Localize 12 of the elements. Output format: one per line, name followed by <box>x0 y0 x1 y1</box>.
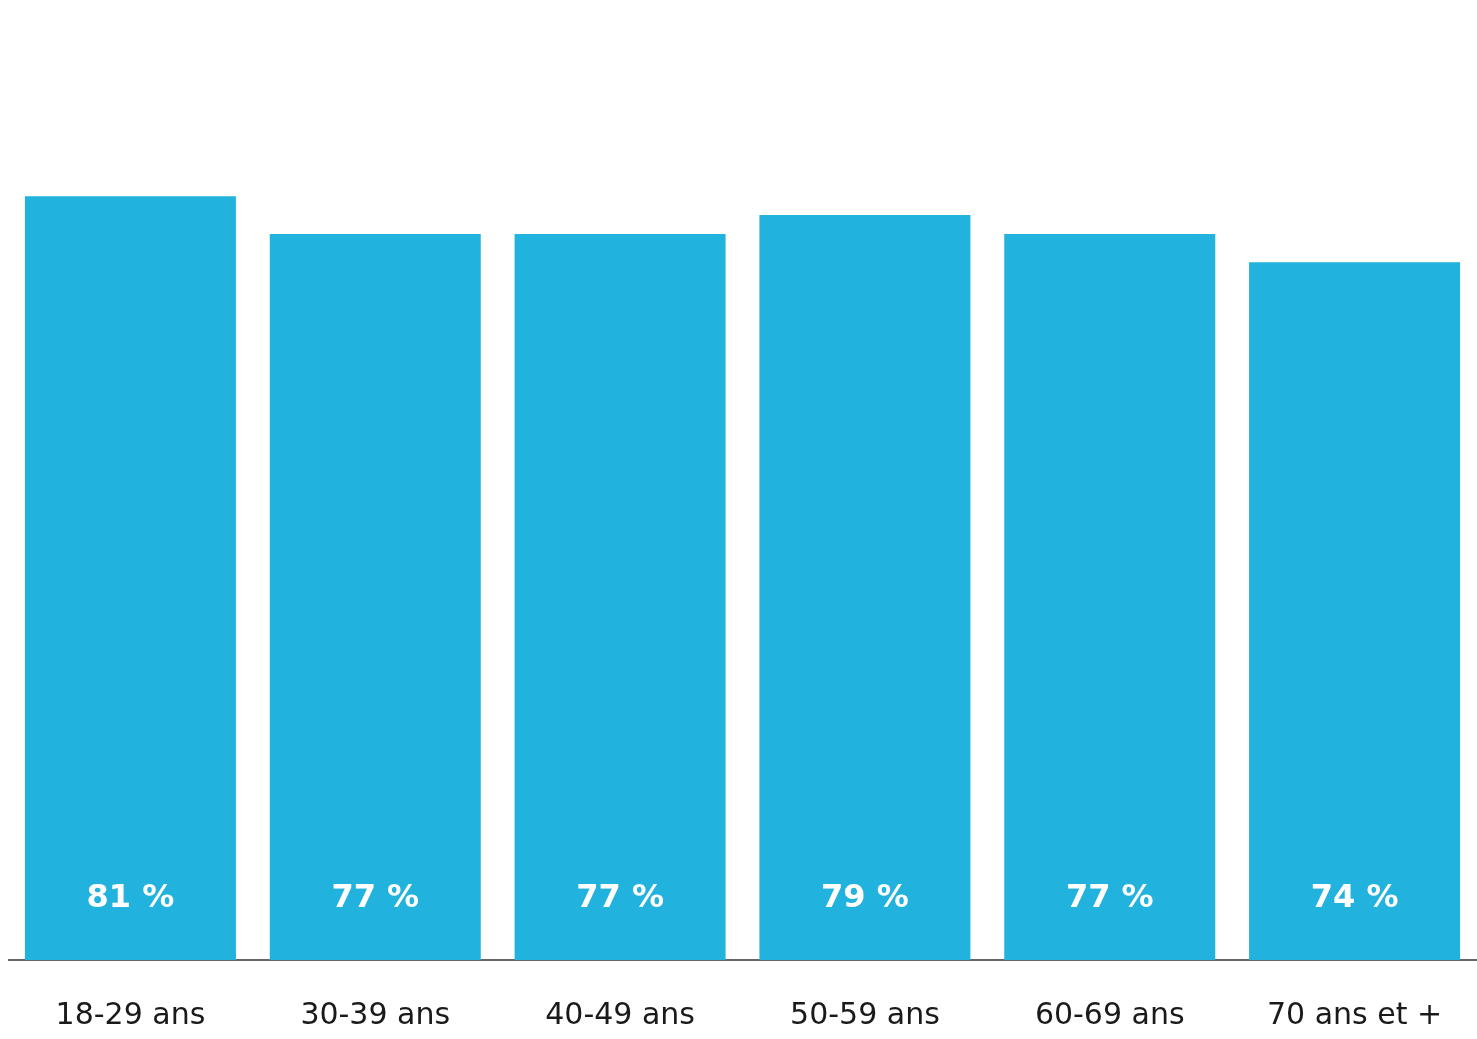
data-label: 74 % <box>1310 877 1399 915</box>
data-label: 79 % <box>821 877 909 915</box>
x-tick-label: 60-69 ans <box>1034 995 1185 1031</box>
x-tick-label: 40-49 ans <box>545 995 695 1031</box>
x-tick-label: 30-39 ans <box>300 995 451 1031</box>
x-tick-label: 18-29 ans <box>55 995 206 1031</box>
data-label: 77 % <box>576 877 664 915</box>
data-label: 77 % <box>1065 877 1154 915</box>
data-label: 77 % <box>331 877 420 915</box>
data-label: 81 % <box>86 877 175 915</box>
x-tick-label: 50-59 ans <box>790 995 940 1031</box>
x-tick-label: 70 ans et + <box>1267 995 1443 1031</box>
